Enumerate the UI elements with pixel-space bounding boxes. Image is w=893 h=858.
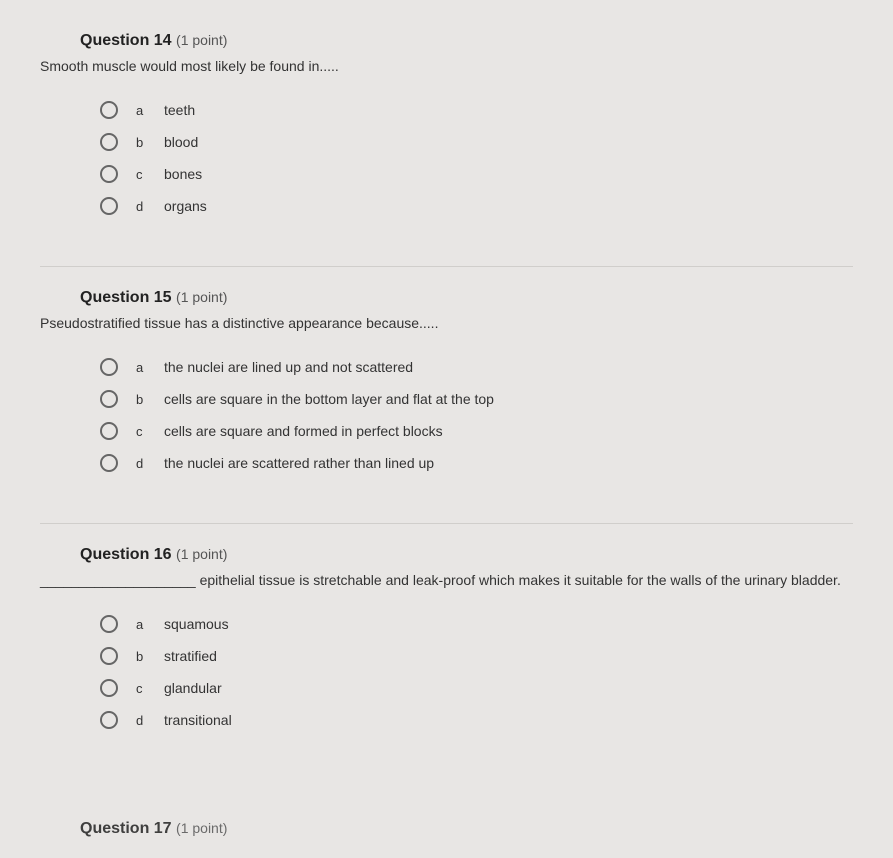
- option-text: bones: [164, 166, 202, 182]
- question-number: Question 16: [80, 546, 172, 563]
- option-letter: b: [136, 135, 164, 150]
- option-row[interactable]: d transitional: [100, 708, 853, 732]
- quiz-container: Question 14 (1 point) Smooth muscle woul…: [0, 0, 893, 858]
- radio-button[interactable]: [100, 197, 118, 215]
- radio-button[interactable]: [100, 615, 118, 633]
- option-text: squamous: [164, 616, 229, 632]
- radio-button[interactable]: [100, 454, 118, 472]
- option-row[interactable]: b blood: [100, 130, 853, 154]
- option-row[interactable]: a squamous: [100, 612, 853, 636]
- question-text: ____________________ epithelial tissue i…: [40, 572, 853, 588]
- radio-button[interactable]: [100, 647, 118, 665]
- question-points: (1 point): [176, 820, 227, 836]
- question-text: Pseudostratified tissue has a distinctiv…: [40, 315, 853, 331]
- option-letter: b: [136, 649, 164, 664]
- option-text: cells are square and formed in perfect b…: [164, 423, 443, 439]
- question-points: (1 point): [176, 289, 227, 305]
- option-row[interactable]: a the nuclei are lined up and not scatte…: [100, 355, 853, 379]
- question-number: Question 14: [80, 32, 172, 49]
- option-text: transitional: [164, 712, 232, 728]
- question-text: Smooth muscle would most likely be found…: [40, 58, 853, 74]
- option-letter: a: [136, 103, 164, 118]
- option-letter: a: [136, 360, 164, 375]
- question-number: Question 15: [80, 289, 172, 306]
- radio-button[interactable]: [100, 711, 118, 729]
- option-row[interactable]: d organs: [100, 194, 853, 218]
- question-block-14: Question 14 (1 point) Smooth muscle woul…: [40, 20, 853, 267]
- option-letter: c: [136, 681, 164, 696]
- option-row[interactable]: b stratified: [100, 644, 853, 668]
- option-row[interactable]: a teeth: [100, 98, 853, 122]
- radio-button[interactable]: [100, 390, 118, 408]
- option-row[interactable]: d the nuclei are scattered rather than l…: [100, 451, 853, 475]
- option-row[interactable]: b cells are square in the bottom layer a…: [100, 387, 853, 411]
- option-letter: d: [136, 199, 164, 214]
- question-points: (1 point): [176, 546, 227, 562]
- option-letter: d: [136, 713, 164, 728]
- option-text: blood: [164, 134, 198, 150]
- option-letter: a: [136, 617, 164, 632]
- radio-button[interactable]: [100, 165, 118, 183]
- options-list: a the nuclei are lined up and not scatte…: [40, 349, 853, 475]
- option-text: teeth: [164, 102, 195, 118]
- options-list: a squamous b stratified c glandular d tr…: [40, 606, 853, 732]
- option-text: organs: [164, 198, 207, 214]
- option-text: cells are square in the bottom layer and…: [164, 391, 494, 407]
- option-text: the nuclei are scattered rather than lin…: [164, 455, 434, 471]
- option-row[interactable]: c cells are square and formed in perfect…: [100, 419, 853, 443]
- radio-button[interactable]: [100, 101, 118, 119]
- question-number: Question 17: [80, 820, 172, 837]
- option-letter: c: [136, 424, 164, 439]
- option-letter: d: [136, 456, 164, 471]
- question-block-16: Question 16 (1 point) __________________…: [40, 534, 853, 780]
- option-row[interactable]: c bones: [100, 162, 853, 186]
- question-points: (1 point): [176, 32, 227, 48]
- option-row[interactable]: c glandular: [100, 676, 853, 700]
- question-block-15: Question 15 (1 point) Pseudostratified t…: [40, 277, 853, 524]
- radio-button[interactable]: [100, 133, 118, 151]
- radio-button[interactable]: [100, 358, 118, 376]
- question-header: Question 16 (1 point): [40, 546, 853, 564]
- question-header: Question 14 (1 point): [40, 32, 853, 50]
- option-text: glandular: [164, 680, 222, 696]
- radio-button[interactable]: [100, 422, 118, 440]
- question-header: Question 15 (1 point): [40, 289, 853, 307]
- question-header-17: Question 17 (1 point): [40, 790, 853, 838]
- radio-button[interactable]: [100, 679, 118, 697]
- options-list: a teeth b blood c bones d organs: [40, 92, 853, 218]
- option-text: the nuclei are lined up and not scattere…: [164, 359, 413, 375]
- option-letter: b: [136, 392, 164, 407]
- option-text: stratified: [164, 648, 217, 664]
- option-letter: c: [136, 167, 164, 182]
